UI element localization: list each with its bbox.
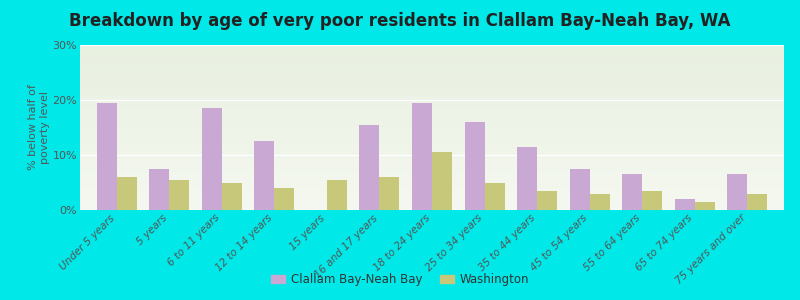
Bar	[274, 188, 294, 210]
Bar	[222, 182, 242, 210]
Y-axis label: % below half of
poverty level: % below half of poverty level	[28, 85, 50, 170]
Bar	[359, 125, 379, 210]
Legend: Clallam Bay-Neah Bay, Washington: Clallam Bay-Neah Bay, Washington	[266, 269, 534, 291]
Bar	[570, 169, 590, 210]
Bar	[412, 103, 432, 210]
Bar	[694, 202, 714, 210]
Bar	[674, 199, 694, 210]
Bar	[379, 177, 399, 210]
Bar	[622, 174, 642, 210]
Bar	[642, 191, 662, 210]
Bar	[117, 177, 137, 210]
Bar	[150, 169, 170, 210]
Text: Breakdown by age of very poor residents in Clallam Bay-Neah Bay, WA: Breakdown by age of very poor residents …	[70, 12, 730, 30]
Bar	[254, 141, 274, 210]
Bar	[485, 182, 505, 210]
Bar	[465, 122, 485, 210]
Bar	[202, 108, 222, 210]
Bar	[517, 147, 537, 210]
Bar	[537, 191, 557, 210]
Bar	[327, 180, 347, 210]
Bar	[432, 152, 452, 210]
Bar	[727, 174, 747, 210]
Bar	[590, 194, 610, 210]
Bar	[170, 180, 190, 210]
Bar	[747, 194, 767, 210]
Bar	[97, 103, 117, 210]
